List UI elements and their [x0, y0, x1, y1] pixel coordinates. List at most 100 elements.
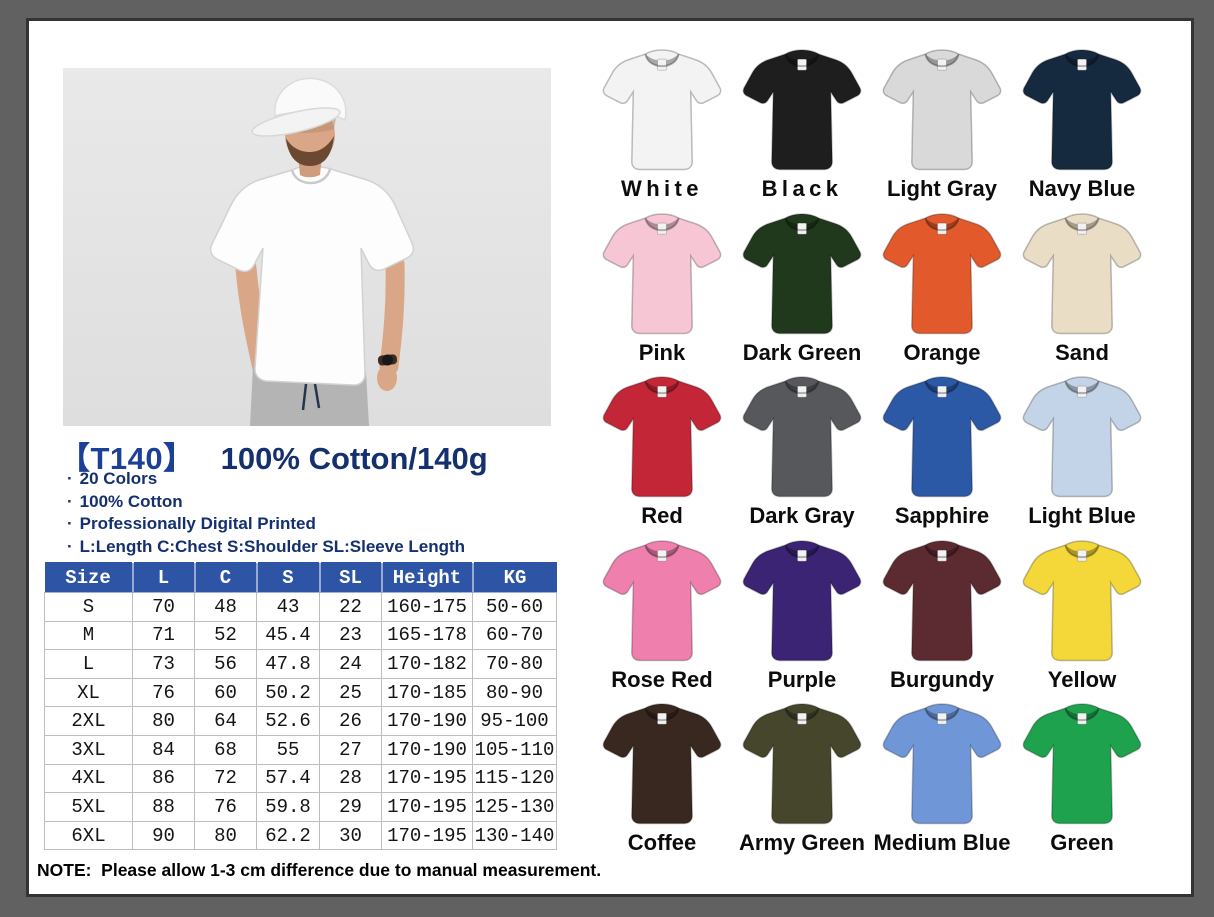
- tshirt-icon: [882, 703, 1002, 825]
- size-table-cell: 130-140: [472, 820, 557, 851]
- size-table-cell: 52.6: [256, 706, 320, 736]
- color-name-label: Green: [1050, 830, 1114, 855]
- tshirt-icon: [882, 49, 1002, 171]
- feature-item: · 20 Colors: [67, 468, 465, 491]
- tshirt-icon: [742, 212, 862, 334]
- size-table-cell: 24: [319, 649, 382, 679]
- size-table-cell: 22: [319, 592, 382, 622]
- size-table-cell: 28: [319, 763, 382, 794]
- color-swatch: Medium Blue: [872, 699, 1012, 863]
- feature-text: 100% Cotton: [79, 491, 183, 511]
- color-name-label: Pink: [638, 339, 686, 365]
- product-code: 【T140】: [59, 441, 195, 476]
- color-name-label: Sapphire: [894, 503, 990, 528]
- size-table-cell: 68: [194, 734, 257, 765]
- model-photo-illustration: [63, 68, 551, 426]
- watch-face: [382, 354, 393, 366]
- size-table-header-cell: L: [132, 562, 196, 593]
- color-name-label: Army Green: [739, 830, 865, 855]
- tshirt-icon: [602, 376, 722, 498]
- size-table-cell: 76: [194, 792, 257, 822]
- color-swatch: Black: [732, 45, 872, 209]
- tshirt-icon: [602, 703, 722, 825]
- size-table-cell: 84: [132, 734, 195, 765]
- tshirt-icon: [602, 212, 722, 334]
- size-table-row: 4XL 86 72 57.4 28 170-195 115-120: [44, 763, 557, 794]
- tshirt-icon: [1022, 49, 1142, 171]
- product-title: 【T140】 100% Cotton/140g: [59, 433, 488, 478]
- bullet-dot: ·: [67, 536, 73, 556]
- size-table-cell: 170-185: [381, 677, 473, 708]
- size-table-cell: 71: [132, 620, 195, 651]
- color-name-label: Dark Gray: [749, 503, 855, 528]
- size-table-cell: 55: [256, 734, 320, 765]
- color-name-label: Navy Blue: [1028, 176, 1136, 201]
- size-table-cell: 70: [132, 592, 195, 622]
- size-table-header-cell: Size: [44, 562, 134, 593]
- feature-text: L:Length C:Chest S:Shoulder SL:Sleeve Le…: [79, 536, 466, 556]
- size-table-cell: 27: [319, 734, 382, 765]
- color-swatch: Orange: [872, 209, 1012, 373]
- size-table-cell: 80-90: [472, 677, 557, 708]
- drawstring: [301, 383, 321, 411]
- color-swatch: Purple: [732, 536, 872, 700]
- tshirt-icon: [1022, 703, 1142, 825]
- size-table-header-cell: KG: [472, 562, 557, 593]
- size-table-header-row: Size L C S SL Height KG: [44, 562, 557, 593]
- tshirt-icon: [602, 539, 722, 661]
- size-table: Size L C S SL Height KG S 70 48 43 22 160-175 50-60 M…: [44, 562, 557, 851]
- tshirt-icon: [742, 703, 862, 825]
- size-table-row: XL 76 60 50.2 25 170-185 80-90: [44, 677, 557, 708]
- size-table-row: 3XL 84 68 55 27 170-190 105-110: [44, 734, 557, 765]
- tshirt-icon: [1022, 212, 1142, 334]
- color-swatch: Sand: [1012, 209, 1152, 373]
- size-table-cell: 86: [132, 763, 195, 794]
- size-table-cell: 50-60: [472, 592, 557, 622]
- color-swatch: Burgundy: [872, 536, 1012, 700]
- color-name-label: Rose Red: [611, 666, 713, 692]
- color-name-label: Light Gray: [886, 176, 997, 201]
- size-table-cell: 60-70: [472, 620, 557, 651]
- size-table-cell: 72: [194, 763, 257, 794]
- size-table-cell: M: [44, 620, 133, 651]
- color-name-label: Black: [761, 176, 843, 201]
- color-name-label: Yellow: [1047, 666, 1117, 692]
- size-table-cell: 50.2: [256, 677, 320, 708]
- color-swatch-grid: White Black Light Gray Navy Blue Pink Da…: [592, 45, 1152, 863]
- bullet-dot: ·: [67, 491, 73, 511]
- tshirt-icon: [1022, 539, 1142, 661]
- size-table-cell: 6XL: [44, 820, 133, 851]
- color-swatch: Rose Red: [592, 536, 732, 700]
- feature-item: · Professionally Digital Printed: [67, 513, 465, 536]
- feature-text: Professionally Digital Printed: [79, 514, 316, 533]
- size-table-cell: 23: [319, 620, 382, 651]
- tshirt-icon: [882, 539, 1002, 661]
- size-table-header-cell: SL: [319, 562, 383, 593]
- size-table-row: 6XL 90 80 62.2 30 170-195 130-140: [44, 820, 557, 851]
- color-name-label: Purple: [767, 666, 837, 692]
- tshirt-icon: [602, 49, 722, 171]
- tshirt-icon: [742, 49, 862, 171]
- size-table-cell: 45.4: [256, 620, 320, 651]
- feature-text: 20 Colors: [79, 469, 158, 488]
- color-swatch: Pink: [592, 209, 732, 373]
- color-swatch: Green: [1012, 699, 1152, 863]
- size-table-cell: 170-190: [381, 734, 473, 765]
- size-table-cell: 56: [194, 649, 257, 679]
- right-arm: [379, 254, 405, 376]
- size-table-cell: 64: [194, 706, 257, 736]
- size-table-cell: 170-195: [381, 763, 473, 794]
- white-tshirt: [209, 165, 415, 386]
- feature-item: · L:Length C:Chest S:Shoulder SL:Sleeve L…: [67, 536, 465, 559]
- size-table-cell: 26: [319, 706, 382, 736]
- model-photo: [63, 68, 551, 426]
- size-table-cell: 2XL: [44, 706, 133, 736]
- product-subtitle: 100% Cotton/140g: [220, 441, 488, 476]
- tshirt-icon: [882, 212, 1002, 334]
- size-table-cell: 60: [194, 677, 257, 708]
- size-table-header-cell: S: [256, 562, 321, 593]
- color-swatch: Army Green: [732, 699, 872, 863]
- bullet-dot: ·: [67, 514, 73, 533]
- color-swatch: Sapphire: [872, 372, 1012, 536]
